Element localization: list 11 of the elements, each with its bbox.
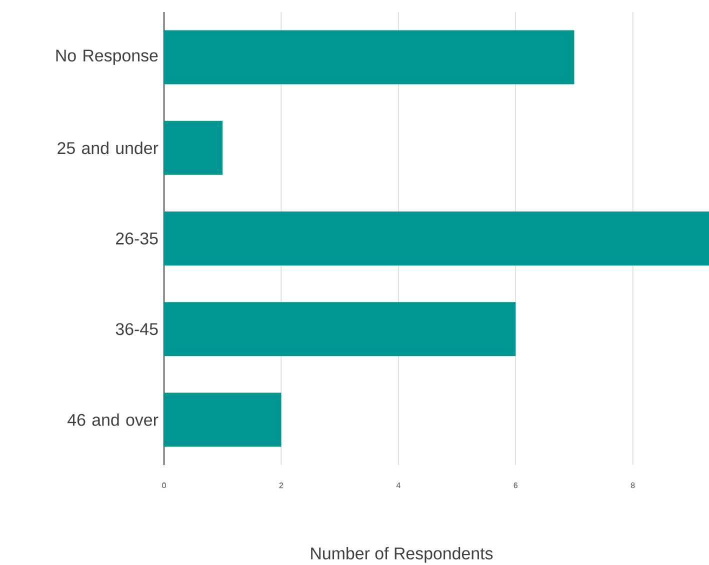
bar bbox=[164, 302, 516, 356]
y-tick-label: 26-35 bbox=[116, 232, 158, 244]
y-tick-label: No Response bbox=[56, 50, 158, 65]
bar bbox=[164, 120, 223, 175]
bar bbox=[164, 392, 282, 447]
y-tick-label: 25 and under bbox=[58, 142, 158, 154]
x-axis-title: Number of Respondents bbox=[311, 547, 493, 563]
bar bbox=[164, 211, 709, 266]
y-tick-label: 36-45 bbox=[116, 323, 158, 336]
y-tick-label: 46 and over bbox=[68, 413, 158, 426]
bar bbox=[164, 30, 574, 84]
